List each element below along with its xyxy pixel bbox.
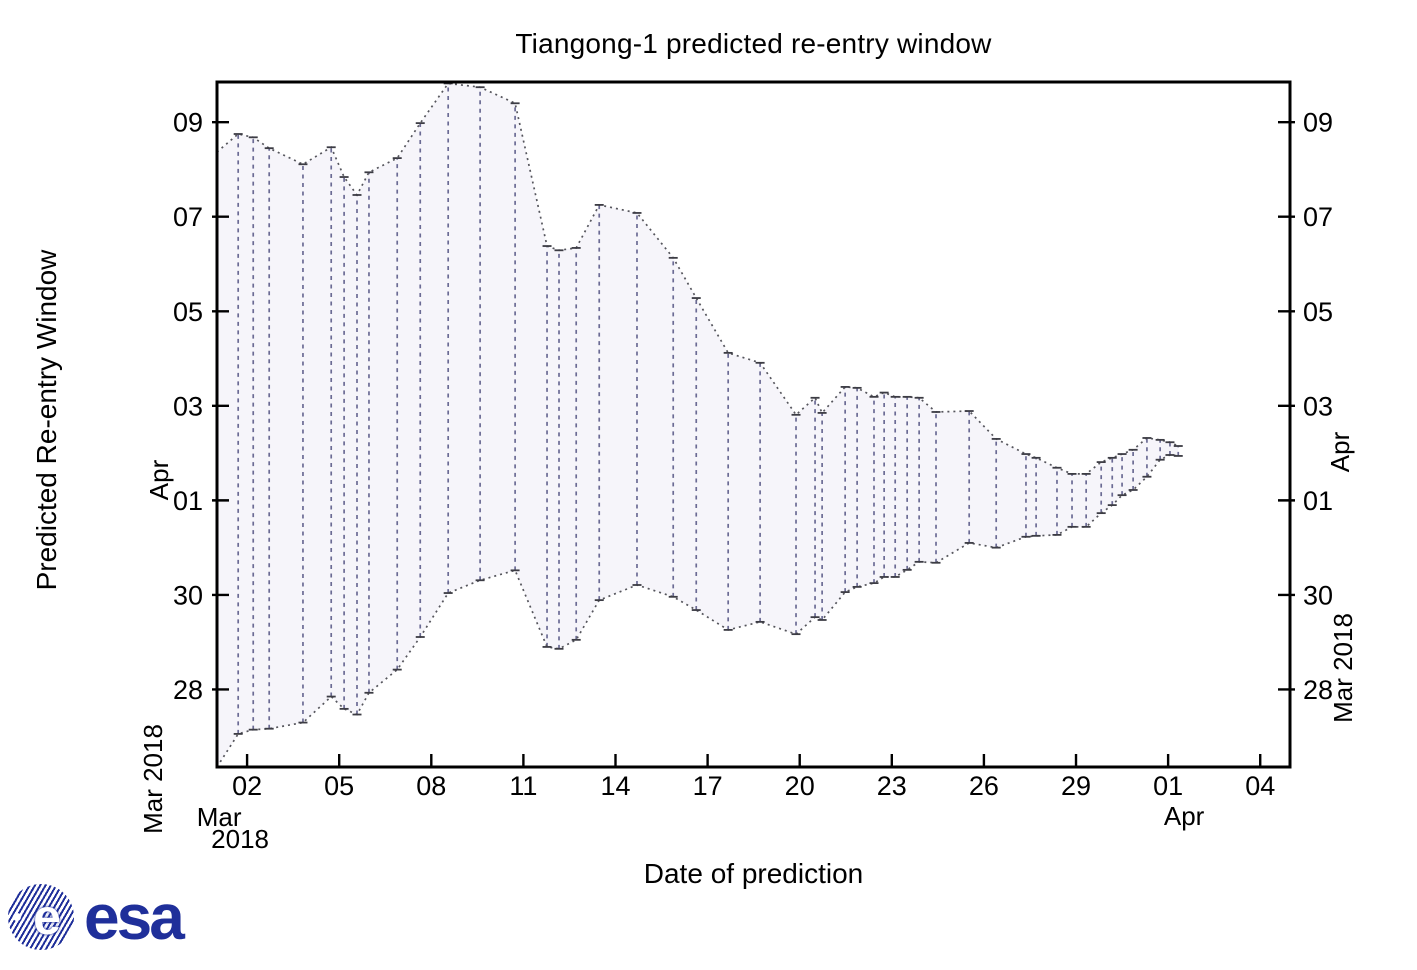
esa-globe-dot-icon: [13, 913, 21, 921]
x-month-end: Apr: [1164, 801, 1205, 831]
y-month-upper-right: Apr: [1325, 431, 1355, 472]
endpoint-markers: [233, 82, 1183, 735]
y-tick-label-right: 05: [1303, 297, 1333, 327]
esa-logo: e esa: [8, 881, 185, 953]
x-tick-label: 11: [509, 771, 537, 801]
esa-globe-letter: e: [33, 889, 61, 945]
y-tick-label-left: 28: [173, 675, 203, 705]
x-tick-label: 08: [416, 771, 446, 801]
x-tick-label: 05: [324, 771, 354, 801]
esa-globe-icon: e: [8, 884, 74, 950]
y-tick-label-right: 07: [1303, 202, 1333, 232]
y-tick-label-left: 07: [173, 202, 203, 232]
y-tick-label-right: 03: [1303, 391, 1333, 421]
axes-box: [215, 80, 1292, 769]
x-month-start-line1: Mar: [197, 802, 242, 832]
x-month-start-line2: 2018: [211, 824, 269, 854]
x-tick-label: 17: [693, 771, 723, 801]
y-tick-label-right: 28: [1303, 675, 1333, 705]
x-tick-label: 26: [969, 771, 999, 801]
y-month-lower-left: Mar 2018: [138, 724, 168, 834]
band-fill: [217, 83, 1179, 768]
y-axis-title: Predicted Re-entry Window: [31, 249, 62, 591]
x-tick-label: 14: [600, 771, 630, 801]
y-tick-label-left: 01: [173, 486, 203, 516]
y-tick-label-right: 01: [1303, 486, 1333, 516]
chart-title: Tiangong-1 predicted re-entry window: [515, 28, 992, 59]
y-month-upper-left: Apr: [144, 459, 174, 500]
y-tick-label-right: 30: [1303, 580, 1333, 610]
y-tick-label-left: 09: [173, 108, 203, 138]
tick-labels: 02 05 08 11 14 17 20 23 26 29 01 04 28 28 30 30 01 01 03 03…: [173, 108, 1333, 801]
x-tick-label: 29: [1061, 771, 1091, 801]
x-tick-label: 20: [785, 771, 815, 801]
y-month-lower-right: Mar 2018: [1328, 613, 1358, 723]
y-tick-label-right: 09: [1303, 108, 1333, 138]
esa-wordmark: esa: [84, 881, 185, 953]
x-axis-title: Date of prediction: [643, 858, 864, 889]
window-lines: [237, 83, 1180, 734]
x-tick-label: 04: [1245, 771, 1275, 801]
y-tick-label-left: 05: [173, 297, 203, 327]
y-tick-label-left: 03: [173, 391, 203, 421]
x-tick-label: 23: [877, 771, 907, 801]
axis-ticks: [212, 120, 1295, 767]
y-tick-label-left: 30: [173, 580, 203, 610]
x-tick-label: 02: [232, 771, 262, 801]
x-tick-label: 01: [1153, 771, 1183, 801]
